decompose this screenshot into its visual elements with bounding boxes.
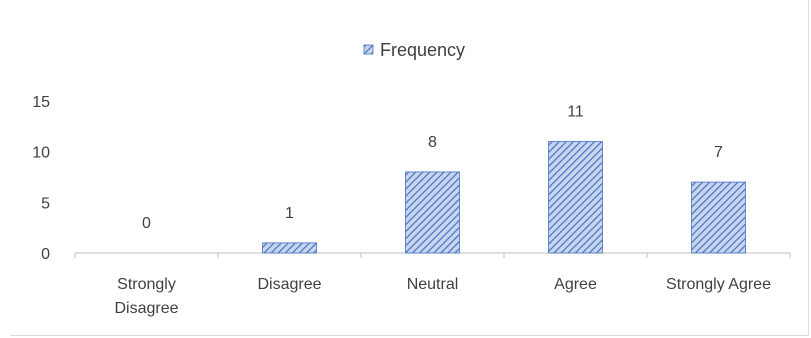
category-label-line: Neutral: [407, 276, 459, 293]
category-label-line: Strongly Agree: [666, 276, 771, 293]
y-tick-label: 10: [32, 145, 50, 162]
category-label-line: Strongly: [117, 276, 176, 293]
legend: Frequency: [363, 40, 465, 60]
y-axis: 0 5 10 15: [32, 94, 50, 263]
category-label-line: Disagree: [257, 276, 321, 293]
category-label-line: Disagree: [114, 300, 178, 317]
category-label: Agree: [554, 276, 597, 293]
category-label-line: Agree: [554, 276, 597, 293]
y-tick-label: 15: [32, 94, 50, 111]
data-label: 7: [714, 144, 723, 161]
category-label: Disagree: [257, 276, 321, 293]
chart-frame: [10, 0, 809, 336]
category-label: Strongly Disagree: [114, 276, 178, 317]
category-labels: Strongly Disagree Disagree Neutral Agree Stro…: [114, 276, 771, 317]
bar: [405, 171, 460, 254]
data-label: 0: [142, 215, 151, 232]
category-label: Strongly Agree: [666, 276, 771, 293]
data-labels: 0 1 8 11 7: [142, 104, 723, 232]
x-axis-ticks: [74, 253, 791, 258]
bar: [691, 181, 746, 254]
bar: [548, 141, 603, 254]
y-tick-label: 0: [41, 246, 50, 263]
bars: [262, 141, 746, 254]
category-label: Neutral: [407, 276, 459, 293]
bar: [262, 242, 317, 254]
data-label: 1: [285, 205, 294, 222]
data-label: 11: [567, 104, 584, 121]
legend-label: Frequency: [380, 40, 465, 60]
y-tick-label: 5: [41, 195, 50, 212]
legend-swatch: [363, 44, 374, 55]
data-label: 8: [428, 134, 437, 151]
